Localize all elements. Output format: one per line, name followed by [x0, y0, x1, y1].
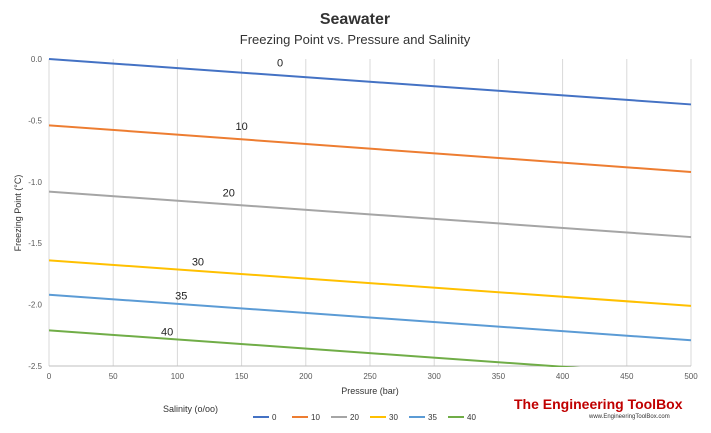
brand-logo: The Engineering ToolBox www.EngineeringT… — [514, 396, 683, 420]
x-tick-label-250: 250 — [363, 372, 377, 381]
x-tick-label-450: 450 — [620, 372, 634, 381]
data-label-10: 10 — [235, 121, 247, 133]
y-tick-label-0.0: 0.0 — [31, 55, 43, 64]
x-tick-label-350: 350 — [492, 372, 506, 381]
legend-label-10: 10 — [311, 413, 320, 422]
x-tick-label-50: 50 — [109, 372, 118, 381]
y-tick-label--1.5: -1.5 — [28, 239, 42, 248]
x-axis-title: Pressure (bar) — [341, 386, 399, 396]
x-tick-label-100: 100 — [171, 372, 185, 381]
legend: 0 10 20 30 35 40 — [253, 413, 476, 422]
x-tick-labels: 0 50 100 150 200 250 300 350 400 450 500 — [47, 372, 698, 381]
series-line-20 — [49, 190, 692, 239]
x-tick-label-400: 400 — [556, 372, 570, 381]
series-line-10 — [49, 124, 692, 173]
series-line-40 — [49, 329, 581, 367]
legend-label-30: 30 — [389, 413, 398, 422]
data-label-40: 40 — [161, 326, 173, 338]
legend-label-0: 0 — [272, 413, 277, 422]
data-label-20: 20 — [223, 188, 235, 200]
y-axis-title: Freezing Point (°C) — [13, 175, 23, 252]
data-label-0: 0 — [277, 57, 283, 69]
legend-label-35: 35 — [428, 413, 437, 422]
x-tick-label-500: 500 — [684, 372, 698, 381]
y-tick-labels: 0.0 -0.5 -1.0 -1.5 -2.0 -2.5 — [28, 55, 42, 371]
series-lines — [49, 58, 692, 367]
x-tick-label-300: 300 — [428, 372, 442, 381]
series-line-35 — [49, 293, 692, 342]
series-line-30 — [49, 259, 692, 307]
x-tick-label-0: 0 — [47, 372, 52, 381]
chart-title: Seawater — [320, 11, 390, 28]
grid — [48, 59, 692, 366]
brand-url: www.EngineeringToolBox.com — [588, 414, 670, 420]
data-label-35: 35 — [175, 291, 187, 303]
data-labels: 0 10 20 30 35 40 — [161, 57, 283, 338]
y-tick-label--0.5: -0.5 — [28, 116, 42, 125]
y-tick-label--1.0: -1.0 — [28, 178, 42, 187]
legend-title: Salinity (o/oo) — [163, 404, 218, 414]
y-tick-label--2.0: -2.0 — [28, 301, 42, 310]
legend-label-20: 20 — [350, 413, 359, 422]
x-tick-label-150: 150 — [235, 372, 249, 381]
brand-name: The Engineering ToolBox — [514, 396, 683, 412]
legend-label-40: 40 — [467, 413, 476, 422]
series-line-0 — [49, 58, 692, 106]
x-tick-label-200: 200 — [299, 372, 313, 381]
chart-subtitle: Freezing Point vs. Pressure and Salinity — [240, 32, 471, 47]
y-tick-label--2.5: -2.5 — [28, 362, 42, 371]
data-label-30: 30 — [192, 256, 204, 268]
